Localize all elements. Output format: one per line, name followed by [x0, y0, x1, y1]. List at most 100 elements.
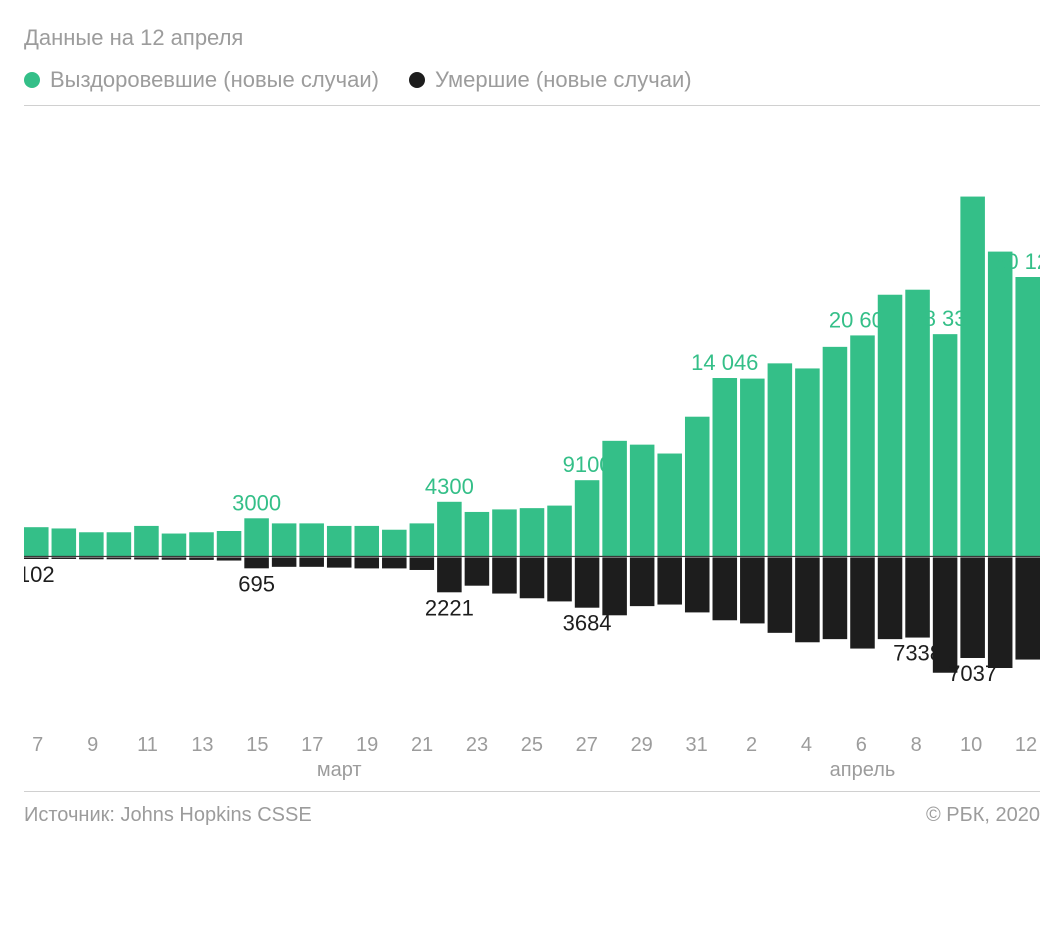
- bar-deaths: [850, 557, 875, 648]
- bar-deaths: [465, 557, 490, 585]
- value-label-recovered: 3000: [232, 490, 281, 515]
- x-tick: [875, 734, 902, 757]
- x-tick: 4: [793, 734, 820, 757]
- value-label-deaths: 102: [24, 562, 55, 587]
- bar-deaths: [823, 557, 848, 639]
- bar-recovered: [850, 335, 875, 556]
- bar-recovered: [24, 527, 49, 556]
- month-label: март: [317, 759, 362, 782]
- bar-deaths: [437, 557, 462, 592]
- legend-dot-deaths: [409, 72, 425, 88]
- legend-label-deaths: Умершие (новые случаи): [435, 67, 692, 93]
- bar-deaths: [933, 557, 958, 672]
- bar-deaths: [878, 557, 903, 639]
- x-tick: [710, 734, 737, 757]
- bar-recovered: [354, 526, 379, 556]
- x-tick: 21: [408, 734, 435, 757]
- bar-recovered: [685, 417, 710, 557]
- bar-deaths: [520, 557, 545, 598]
- x-tick: 15: [244, 734, 271, 757]
- bar-chart-svg: 1023000695430022219100368414 04620 60473…: [24, 110, 1040, 730]
- bar-recovered: [52, 528, 77, 556]
- x-tick: 17: [299, 734, 326, 757]
- x-tick: [106, 734, 133, 757]
- bar-recovered: [960, 197, 985, 557]
- x-tick: 10: [957, 734, 984, 757]
- x-tick: [930, 734, 957, 757]
- bar-recovered: [713, 378, 738, 556]
- bar-deaths: [327, 557, 352, 567]
- bar-deaths: [768, 557, 793, 632]
- bar-deaths: [107, 557, 132, 559]
- bar-deaths: [52, 557, 77, 559]
- legend-item-deaths: Умершие (новые случаи): [409, 67, 692, 93]
- bar-recovered: [107, 532, 132, 556]
- top-rule: [24, 105, 1040, 106]
- subtitle: Данные на 12 апреля: [24, 25, 1040, 51]
- x-tick: 25: [518, 734, 545, 757]
- bar-recovered: [878, 295, 903, 557]
- footer-copyright: © РБК, 2020: [926, 804, 1040, 827]
- bar-deaths: [602, 557, 627, 615]
- x-tick: 12: [1012, 734, 1039, 757]
- x-tick: 6: [848, 734, 875, 757]
- month-label: апрель: [830, 759, 896, 782]
- x-tick: 27: [573, 734, 600, 757]
- x-tick: 8: [903, 734, 930, 757]
- bar-recovered: [134, 526, 159, 556]
- bar-deaths: [575, 557, 600, 607]
- x-tick: [546, 734, 573, 757]
- legend-label-recovered: Выздоровевшие (новые случаи): [50, 67, 379, 93]
- legend-item-recovered: Выздоровевшие (новые случаи): [24, 67, 379, 93]
- footer: Источник: Johns Hopkins CSSE © РБК, 2020: [24, 804, 1040, 827]
- x-tick: 11: [134, 734, 161, 757]
- bar-deaths: [960, 557, 985, 658]
- x-tick: [765, 734, 792, 757]
- x-tick: 31: [683, 734, 710, 757]
- bar-deaths: [24, 557, 49, 559]
- bar-recovered: [79, 532, 104, 556]
- bar-recovered: [299, 523, 324, 556]
- bar-deaths: [410, 557, 435, 570]
- x-tick: 23: [463, 734, 490, 757]
- bar-recovered: [933, 334, 958, 556]
- x-tick: [381, 734, 408, 757]
- bar-recovered: [189, 532, 214, 556]
- bar-deaths: [244, 557, 269, 568]
- x-tick: 7: [24, 734, 51, 757]
- footer-source: Источник: Johns Hopkins CSSE: [24, 804, 312, 827]
- legend-dot-recovered: [24, 72, 40, 88]
- bar-recovered: [740, 379, 765, 557]
- bar-deaths: [492, 557, 517, 593]
- bar-recovered: [823, 347, 848, 557]
- bar-recovered: [327, 526, 352, 556]
- bar-recovered: [1015, 277, 1040, 556]
- value-label-deaths: 2221: [425, 595, 474, 620]
- x-tick: 13: [189, 734, 216, 757]
- bar-deaths: [547, 557, 572, 601]
- bar-deaths: [299, 557, 324, 566]
- bar-deaths: [79, 557, 104, 559]
- bottom-rule: [24, 791, 1040, 792]
- value-label-recovered: 30 123: [994, 249, 1040, 274]
- bar-deaths: [189, 557, 214, 560]
- x-tick: 29: [628, 734, 655, 757]
- chart-container: Данные на 12 апреля Выздоровевшие (новые…: [0, 0, 1064, 947]
- bar-deaths: [162, 557, 187, 559]
- bar-deaths: [134, 557, 159, 559]
- x-tick: [51, 734, 78, 757]
- bar-deaths: [713, 557, 738, 620]
- x-tick: [161, 734, 188, 757]
- x-tick: [820, 734, 847, 757]
- x-tick: [985, 734, 1012, 757]
- value-label-recovered: 14 046: [691, 350, 758, 375]
- bar-recovered: [630, 445, 655, 557]
- x-tick: [491, 734, 518, 757]
- bar-recovered: [272, 523, 297, 556]
- x-tick: [326, 734, 353, 757]
- bar-recovered: [795, 368, 820, 556]
- bar-recovered: [602, 441, 627, 557]
- bar-deaths: [1015, 557, 1040, 659]
- x-tick: [655, 734, 682, 757]
- bar-deaths: [354, 557, 379, 568]
